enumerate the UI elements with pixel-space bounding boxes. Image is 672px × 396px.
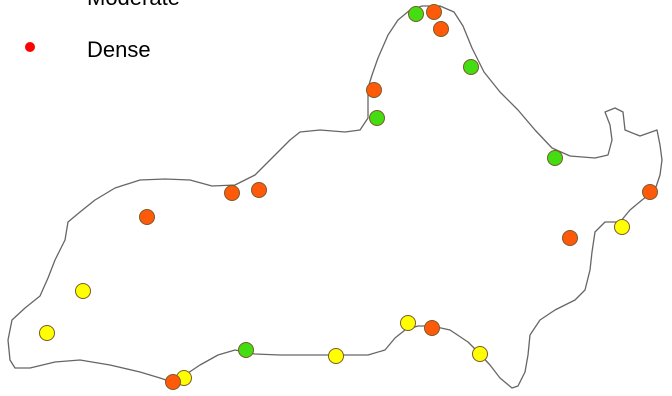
map-marker[interactable] [328, 348, 344, 364]
map-marker[interactable] [75, 283, 91, 299]
map-marker[interactable] [251, 182, 267, 198]
map-marker[interactable] [369, 110, 385, 126]
map-marker[interactable] [139, 209, 155, 225]
map-marker[interactable] [614, 219, 630, 235]
map-marker[interactable] [472, 346, 488, 362]
map-marker[interactable] [366, 82, 382, 98]
legend-dense-swatch [25, 42, 35, 52]
map-marker[interactable] [642, 184, 658, 200]
map-marker[interactable] [408, 6, 424, 22]
map-marker[interactable] [224, 185, 240, 201]
map-marker[interactable] [463, 59, 479, 75]
map-marker[interactable] [424, 320, 440, 336]
map-marker[interactable] [238, 342, 254, 358]
legend-label-dense: Dense [87, 37, 151, 62]
map-marker[interactable] [547, 150, 563, 166]
map-marker[interactable] [400, 315, 416, 331]
map-legend: Moderate Dense [25, 0, 180, 62]
map-marker[interactable] [426, 4, 442, 20]
map-marker[interactable] [562, 230, 578, 246]
region-outline [7, 5, 663, 389]
map-marker[interactable] [39, 325, 55, 341]
map-marker[interactable] [165, 374, 181, 390]
map-markers [39, 4, 658, 390]
legend-label-moderate: Moderate [87, 0, 180, 10]
map-marker[interactable] [433, 21, 449, 37]
